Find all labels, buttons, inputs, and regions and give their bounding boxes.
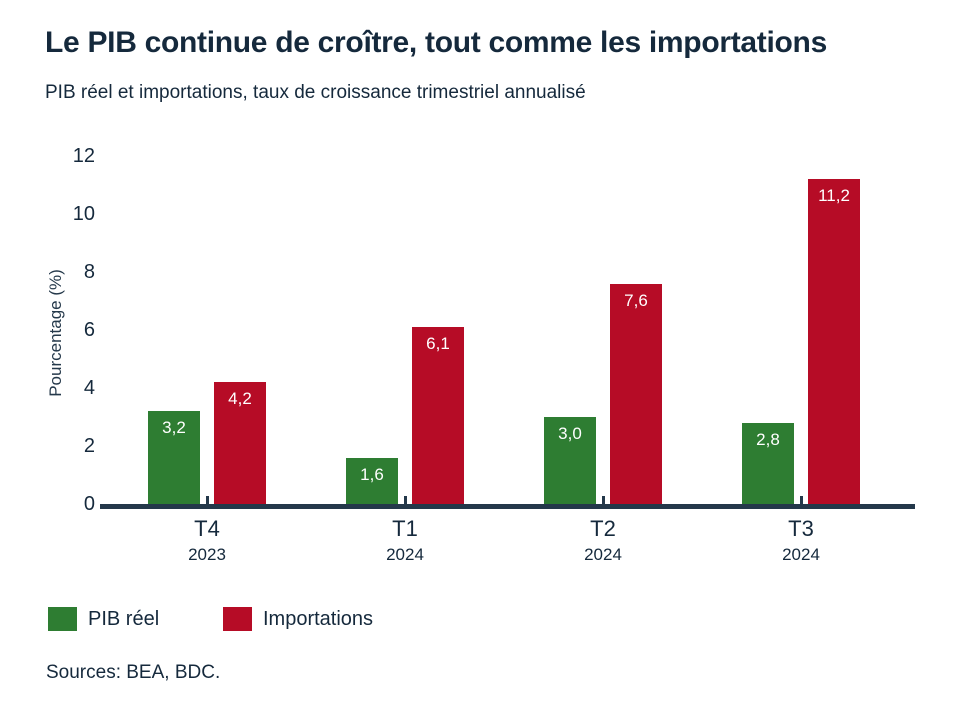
bar-value-label: 11,2 <box>818 186 850 206</box>
legend-label: Importations <box>263 608 374 630</box>
legend-swatch <box>48 607 77 631</box>
x-tick-label-year: 2024 <box>782 545 820 564</box>
y-tick-label: 6 <box>83 319 95 341</box>
x-tick-label-quarter: T1 <box>392 516 418 541</box>
bar-imports-t1: 6,1 <box>412 327 464 504</box>
bar-imports-t4: 4,2 <box>214 382 266 504</box>
x-axis-tick <box>602 496 605 504</box>
bar-value-label: 4,2 <box>228 389 252 409</box>
y-tick-label: 4 <box>83 377 95 399</box>
x-tick-label-year: 2024 <box>584 545 622 564</box>
x-axis-line <box>100 504 915 509</box>
bar-imports-t2: 7,6 <box>610 283 662 504</box>
bar-gdp-t4: 3,2 <box>148 411 200 504</box>
legend-item-imports: Importations <box>223 607 373 631</box>
source-note: Sources: BEA, BDC. <box>46 662 221 683</box>
x-axis-tick <box>800 496 803 504</box>
x-tick-label-quarter: T3 <box>788 516 814 541</box>
y-tick-label: 0 <box>83 493 95 515</box>
bar-value-label: 7,6 <box>624 290 648 310</box>
y-axis-ticks: 0 2 4 6 8 10 12 <box>0 146 95 514</box>
plot-area: 3,2 4,2 1,6 6,1 3,0 7,6 2,8 11,2 <box>100 156 915 509</box>
page-title: Le PIB continue de croître, tout comme l… <box>45 26 827 59</box>
y-tick-label: 2 <box>83 435 95 457</box>
legend-label: PIB réel <box>88 608 160 630</box>
bar-gdp-t2: 3,0 <box>544 417 596 504</box>
x-tick-label-year: 2024 <box>386 545 424 564</box>
bar-value-label: 3,2 <box>162 418 186 438</box>
bar-imports-t3: 11,2 <box>808 179 860 504</box>
chart-subtitle: PIB réel et importations, taux de croiss… <box>45 82 586 103</box>
y-tick-label: 12 <box>72 145 95 167</box>
bar-chart: Pourcentage (%) 0 2 4 6 8 10 12 3,2 4,2 1,6 6,1 3,… <box>0 146 915 564</box>
y-tick-label: 10 <box>72 203 95 225</box>
legend-item-gdp: PIB réel <box>48 607 159 631</box>
x-tick-label-quarter: T4 <box>194 516 220 541</box>
bar-value-label: 6,1 <box>426 334 450 354</box>
bar-value-label: 2,8 <box>756 429 780 449</box>
x-axis-tick <box>404 496 407 504</box>
y-tick-label: 8 <box>83 261 95 283</box>
x-axis-tick <box>206 496 209 504</box>
bar-value-label: 3,0 <box>558 424 582 443</box>
legend-swatch <box>223 607 252 631</box>
x-tick-label-year: 2023 <box>188 545 226 564</box>
bar-gdp-t1: 1,6 <box>346 457 398 504</box>
bar-value-label: 1,6 <box>360 464 384 484</box>
bar-gdp-t3: 2,8 <box>742 422 794 504</box>
x-tick-label-quarter: T2 <box>590 516 616 541</box>
